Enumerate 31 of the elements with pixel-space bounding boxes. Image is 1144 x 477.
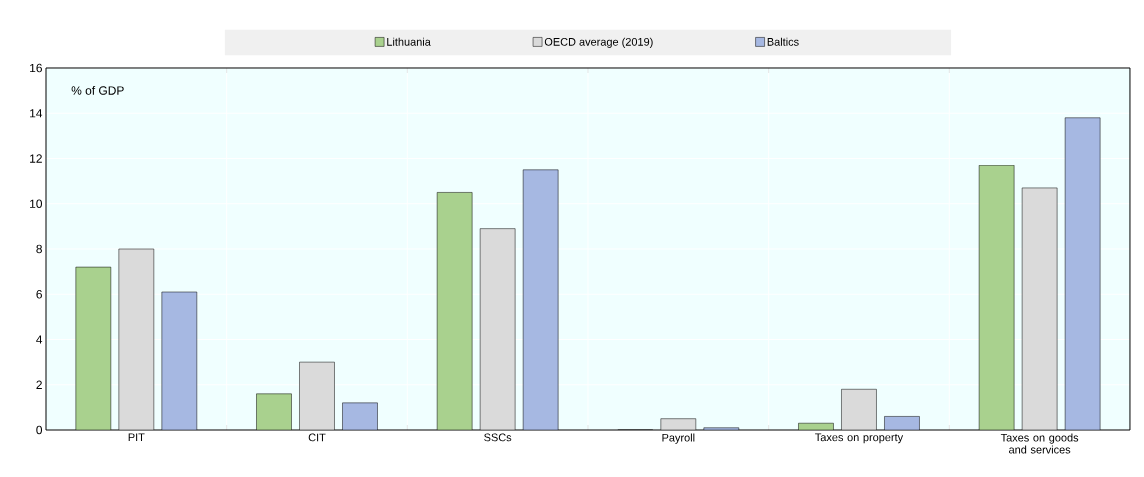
bar (256, 393, 292, 430)
bar (75, 266, 112, 430)
y-axis-title: % of GDP (71, 85, 124, 95)
y-tick-label: 6 (36, 290, 42, 299)
x-tick-label: Payroll (662, 433, 695, 444)
y-tick-label: 4 (36, 335, 43, 344)
bar (522, 169, 559, 430)
x-tick-label: Taxes on property (815, 433, 904, 444)
bar (118, 248, 155, 430)
legend-label: Lithuania (387, 37, 431, 46)
y-tick-label: 12 (30, 154, 42, 163)
bar (841, 389, 877, 430)
bar (479, 228, 516, 430)
x-tick-label: CIT (308, 433, 326, 442)
x-tick-label: PIT (128, 433, 145, 442)
bar (1021, 187, 1058, 430)
y-tick-label: 0 (36, 425, 43, 435)
bar (161, 291, 198, 430)
y-tick-label: 10 (30, 199, 43, 208)
bar (1064, 117, 1101, 430)
y-tick-label: 2 (36, 380, 42, 389)
x-tick-label: Taxes on goods and services (1000, 433, 1079, 454)
y-tick-label: 16 (30, 63, 42, 73)
bar (978, 165, 1015, 430)
legend-label: OECD average (2019) (544, 37, 653, 48)
y-tick-label: 14 (30, 109, 43, 118)
bar (436, 192, 473, 430)
legend-label: Baltics (767, 37, 799, 46)
y-tick-label: 8 (36, 244, 42, 254)
x-tick-label: SSCs (484, 433, 512, 442)
bar (299, 361, 335, 430)
